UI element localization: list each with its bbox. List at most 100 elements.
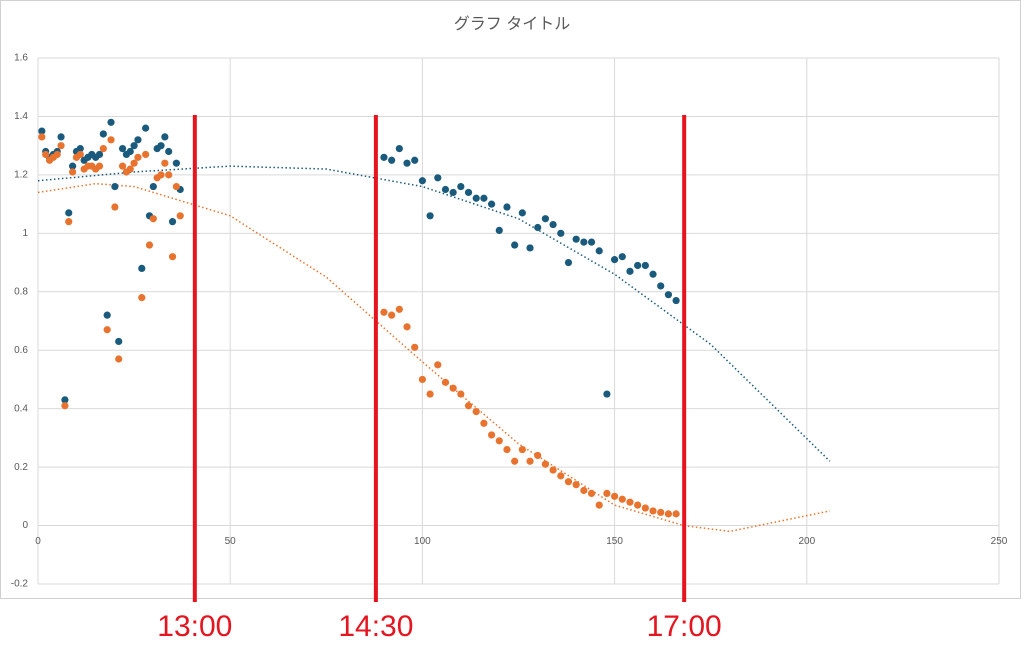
- point: [157, 142, 165, 150]
- point: [57, 133, 65, 141]
- point: [541, 460, 550, 468]
- point: [434, 361, 442, 369]
- point: [580, 486, 588, 495]
- annotation-label: 14:30: [338, 610, 413, 643]
- annotation-label: 13:00: [157, 610, 232, 643]
- point: [511, 241, 519, 249]
- point: [664, 510, 673, 518]
- point: [449, 384, 457, 392]
- point: [161, 159, 169, 167]
- point: [595, 501, 603, 509]
- chart-frame: [0, 0, 1021, 599]
- point: [549, 466, 557, 474]
- point: [149, 215, 157, 223]
- point: [495, 437, 503, 445]
- point: [472, 194, 480, 202]
- point: [534, 451, 542, 460]
- point: [95, 150, 104, 159]
- point: [480, 419, 488, 427]
- point: [99, 144, 107, 153]
- point: [618, 495, 626, 503]
- point: [65, 209, 73, 217]
- point: [418, 177, 426, 185]
- point: [107, 136, 115, 144]
- point: [172, 182, 180, 191]
- x-tick-label: 100: [414, 536, 431, 547]
- point: [657, 508, 665, 517]
- point: [626, 498, 634, 506]
- trendline: [37, 165, 831, 462]
- point: [115, 337, 123, 346]
- point: [130, 142, 138, 150]
- trendline: [37, 182, 831, 533]
- y-tick-label: 0.8: [14, 286, 28, 297]
- point: [587, 238, 596, 246]
- point: [161, 133, 169, 141]
- point: [68, 168, 77, 176]
- point: [549, 220, 557, 229]
- point: [157, 171, 165, 179]
- point: [126, 147, 134, 156]
- point: [657, 282, 665, 290]
- point: [472, 407, 480, 416]
- point: [145, 241, 154, 249]
- point: [487, 200, 496, 208]
- point: [641, 504, 649, 512]
- point: [403, 159, 411, 167]
- point: [503, 203, 511, 211]
- point: [99, 130, 107, 138]
- point: [418, 375, 426, 384]
- point: [672, 296, 680, 305]
- point: [434, 174, 442, 182]
- point: [138, 264, 146, 272]
- point: [380, 153, 388, 161]
- y-tick-label: 0.6: [14, 345, 28, 356]
- point: [115, 355, 123, 363]
- point: [65, 218, 73, 226]
- point: [526, 244, 534, 252]
- y-tick-label: -0.2: [11, 579, 29, 590]
- x-tick-label: 200: [798, 536, 815, 547]
- point: [38, 127, 46, 135]
- point: [511, 457, 519, 465]
- point: [441, 378, 450, 386]
- point: [626, 267, 634, 275]
- y-tick-label: 0.2: [14, 462, 28, 473]
- x-tick-label: 50: [225, 536, 237, 547]
- point: [464, 188, 473, 197]
- point: [618, 253, 626, 261]
- point: [111, 203, 119, 211]
- point: [172, 159, 180, 167]
- point: [564, 478, 573, 486]
- point: [168, 253, 177, 261]
- point: [426, 212, 434, 220]
- y-tick-label: 1.4: [14, 111, 28, 122]
- point: [449, 188, 457, 197]
- point: [572, 235, 580, 243]
- point: [395, 305, 403, 313]
- point: [76, 144, 84, 153]
- point: [61, 396, 69, 404]
- point: [611, 256, 619, 264]
- point: [634, 501, 642, 509]
- point: [649, 270, 657, 278]
- point: [68, 162, 77, 170]
- point: [411, 343, 419, 351]
- point: [142, 150, 150, 159]
- x-tick-label: 0: [35, 536, 41, 547]
- point: [603, 390, 611, 398]
- x-tick-label: 150: [606, 536, 623, 547]
- point: [557, 229, 565, 237]
- point: [641, 261, 649, 270]
- point: [518, 209, 526, 217]
- point: [403, 323, 411, 331]
- point: [564, 258, 573, 267]
- y-tick-label: 1.2: [14, 170, 28, 181]
- point: [57, 142, 65, 150]
- point: [572, 481, 580, 489]
- point: [634, 261, 642, 270]
- point: [134, 136, 142, 144]
- point: [395, 144, 403, 153]
- x-tick-label: 250: [991, 536, 1008, 547]
